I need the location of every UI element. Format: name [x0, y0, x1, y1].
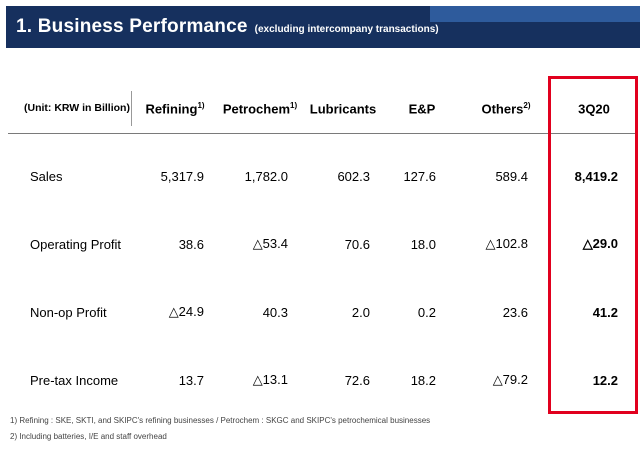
column-header-sup: 1): [290, 100, 298, 110]
page-subtitle: (excluding intercompany transactions): [254, 24, 439, 35]
column-header-petrochem: Petrochem1): [218, 101, 302, 116]
column-header-label: 3Q20: [578, 101, 610, 117]
column-header-refining: Refining1): [132, 101, 218, 116]
cell-value: △24.9: [168, 304, 204, 319]
cell-value: 0.2: [417, 304, 436, 320]
table-row-pretax-income: Pre-tax Income 13.7 △13.1 72.6 18.2 △79.…: [8, 346, 636, 414]
cell-value: 1,782.0: [244, 168, 288, 184]
footnote-2: 2) Including batteries, I/E and staff ov…: [10, 432, 167, 441]
table-row-nonop-profit: Non-op Profit △24.9 40.3 2.0 0.2 23.6 41…: [8, 278, 636, 346]
performance-table: (Unit: KRW in Billion) Refining1) Petroc…: [8, 84, 636, 414]
cell-value: 589.4: [495, 168, 528, 184]
column-header-label: Others: [481, 101, 524, 117]
header-gap: [8, 134, 636, 142]
column-header-label: Petrochem: [222, 101, 291, 117]
cell-value: 18.0: [410, 236, 436, 252]
column-header-sup: 2): [523, 100, 531, 110]
cell-value-total: △29.0: [582, 236, 618, 251]
cell-value: 602.3: [337, 168, 370, 184]
table-row-operating-profit: Operating Profit 38.6 △53.4 70.6 18.0 △1…: [8, 210, 636, 278]
title-bar-accent: [430, 6, 640, 22]
cell-value: △13.1: [252, 372, 288, 387]
cell-value-total: 41.2: [592, 304, 618, 320]
row-label: Operating Profit: [30, 236, 122, 252]
column-header-ep: E&P: [384, 101, 460, 116]
cell-value: 13.7: [178, 372, 204, 388]
cell-value-total: 8,419.2: [574, 168, 618, 184]
row-label: Pre-tax Income: [30, 372, 119, 388]
cell-value: 18.2: [410, 372, 436, 388]
footnote-1: 1) Refining : SKE, SKTI, and SKIPC's ref…: [10, 416, 431, 425]
cell-value: 2.0: [351, 304, 370, 320]
cell-value: 70.6: [344, 236, 370, 252]
column-header-lubricants: Lubricants: [302, 101, 384, 116]
table-header-row: (Unit: KRW in Billion) Refining1) Petroc…: [8, 84, 636, 134]
cell-value: △53.4: [252, 236, 288, 251]
column-header-others: Others2): [460, 101, 552, 116]
cell-value: △102.8: [485, 236, 528, 251]
table-row-sales: Sales 5,317.9 1,782.0 602.3 127.6 589.4 …: [8, 142, 636, 210]
column-header-label: Refining: [145, 101, 198, 117]
column-header-label: E&P: [408, 101, 436, 117]
row-label: Sales: [30, 168, 63, 184]
cell-value: 38.6: [178, 236, 204, 252]
title-wrap: 1. Business Performance (excluding inter…: [16, 16, 439, 38]
title-bar: 1. Business Performance (excluding inter…: [6, 6, 640, 48]
page-title: 1. Business Performance: [16, 16, 248, 37]
cell-value-total: 12.2: [592, 372, 618, 388]
cell-value: 5,317.9: [160, 168, 204, 184]
cell-value: 127.6: [403, 168, 436, 184]
column-header-3q20: 3Q20: [552, 101, 636, 116]
cell-value: 23.6: [502, 304, 528, 320]
cell-value: △79.2: [492, 372, 528, 387]
row-label: Non-op Profit: [30, 304, 107, 320]
cell-value: 40.3: [262, 304, 288, 320]
cell-value: 72.6: [344, 372, 370, 388]
column-header-label: Lubricants: [309, 101, 377, 117]
column-header-sup: 1): [197, 100, 205, 110]
unit-label: (Unit: KRW in Billion): [8, 90, 132, 127]
footnotes: 1) Refining : SKE, SKTI, and SKIPC's ref…: [10, 416, 632, 448]
